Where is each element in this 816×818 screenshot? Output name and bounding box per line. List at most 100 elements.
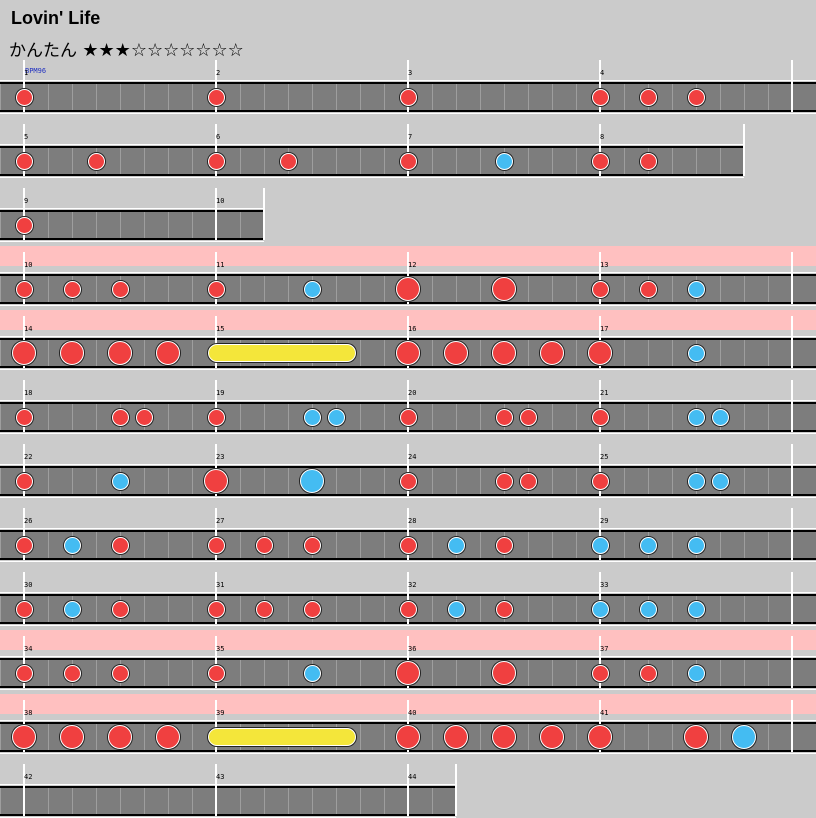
bar-line [407, 444, 409, 496]
beat-line [456, 148, 457, 174]
beat-line [576, 596, 577, 622]
beat-line [456, 468, 457, 494]
bar-line [23, 60, 25, 112]
beat-line [168, 212, 169, 238]
beat-line [312, 148, 313, 174]
difficulty-stars: ★★★☆☆☆☆☆☆☆ [82, 40, 244, 61]
bar-line [791, 444, 793, 496]
beat-line [672, 148, 673, 174]
beat-line [672, 276, 673, 302]
beat-line [744, 596, 745, 622]
ka-note [711, 472, 729, 490]
big-don-note [156, 725, 180, 749]
beat-line [144, 212, 145, 238]
don-note [639, 88, 657, 106]
don-note [111, 600, 129, 618]
ka-note [447, 536, 465, 554]
beat-line [744, 340, 745, 366]
beat-line [336, 532, 337, 558]
beat-line [288, 404, 289, 430]
beat-line [720, 532, 721, 558]
beat-line [456, 404, 457, 430]
don-note [495, 536, 513, 554]
beat-line [0, 532, 1, 558]
don-note [591, 280, 609, 298]
beat-line [480, 468, 481, 494]
beat-line [384, 340, 385, 366]
beat-line [672, 468, 673, 494]
don-note [399, 600, 417, 618]
bar-line [791, 316, 793, 368]
don-note [591, 88, 609, 106]
ka-note [303, 408, 321, 426]
beat-line [360, 788, 361, 814]
big-don-note [108, 725, 132, 749]
beat-line [48, 276, 49, 302]
beat-line [96, 276, 97, 302]
measure-number: 5 [24, 133, 29, 141]
beat-line [144, 468, 145, 494]
beat-line [624, 468, 625, 494]
beat-line [336, 468, 337, 494]
don-note [15, 152, 33, 170]
beat-line [240, 276, 241, 302]
bar-line [23, 444, 25, 496]
bar-line [215, 700, 217, 752]
bar-line [791, 700, 793, 752]
big-don-note [12, 341, 36, 365]
beat-line [576, 340, 577, 366]
end-bar-line [263, 188, 265, 240]
ka-note [687, 600, 705, 618]
beat-line [720, 724, 721, 750]
beat-line [432, 788, 433, 814]
bar-line [407, 380, 409, 432]
big-don-note [684, 725, 708, 749]
don-note [639, 664, 657, 682]
don-note [15, 536, 33, 554]
beat-line [552, 404, 553, 430]
big-don-note [12, 725, 36, 749]
measure-number: 13 [600, 261, 609, 269]
beat-line [384, 404, 385, 430]
bar-line [599, 252, 601, 304]
beat-line [192, 468, 193, 494]
beat-line [96, 724, 97, 750]
measure-number: 35 [216, 645, 225, 653]
bar-line [215, 572, 217, 624]
don-note [135, 408, 153, 426]
don-note [255, 600, 273, 618]
bar-line [23, 188, 25, 240]
beat-line [648, 340, 649, 366]
beat-line [456, 84, 457, 110]
bar-line [215, 380, 217, 432]
ka-note [327, 408, 345, 426]
don-note [63, 280, 81, 298]
bar-line [407, 508, 409, 560]
beat-line [624, 84, 625, 110]
note-lane [0, 144, 744, 178]
beat-line [528, 84, 529, 110]
ka-note [639, 600, 657, 618]
beat-line [528, 340, 529, 366]
measure-number: 19 [216, 389, 225, 397]
beat-line [720, 276, 721, 302]
don-note [111, 536, 129, 554]
measure-number: 33 [600, 581, 609, 589]
beat-line [552, 596, 553, 622]
beat-line [672, 660, 673, 686]
beat-line [168, 532, 169, 558]
beat-line [576, 148, 577, 174]
beat-line [720, 148, 721, 174]
bar-line [599, 508, 601, 560]
beat-line [288, 596, 289, 622]
don-note [495, 472, 513, 490]
don-note [15, 664, 33, 682]
big-don-note [540, 725, 564, 749]
don-note [255, 536, 273, 554]
beat-line [0, 340, 1, 366]
beat-line [384, 596, 385, 622]
ka-note [687, 344, 705, 362]
measure-number: 34 [24, 645, 33, 653]
drumroll-note [208, 344, 356, 362]
beat-line [192, 404, 193, 430]
